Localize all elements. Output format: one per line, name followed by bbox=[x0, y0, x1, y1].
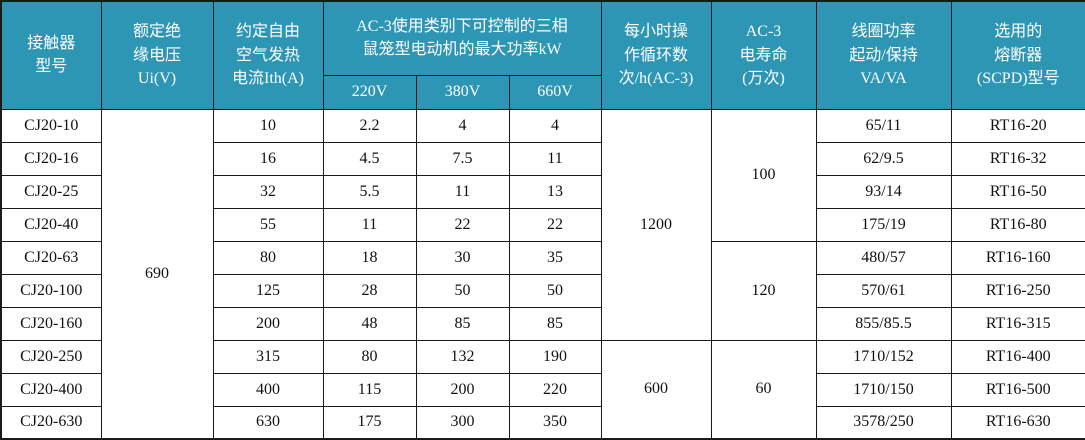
cell-fuse: RT16-315 bbox=[950, 306, 1085, 341]
header-operating-cycles: 每小时操 作循环数 次/h(AC-3) bbox=[600, 0, 712, 110]
cell-ith: 125 bbox=[212, 273, 324, 308]
cell-ith: 10 bbox=[212, 108, 324, 143]
cell-ith: 16 bbox=[212, 141, 324, 176]
cell-model: CJ20-16 bbox=[0, 141, 102, 176]
cell-power-660v: 220 bbox=[508, 372, 602, 407]
cell-power-660v: 50 bbox=[508, 273, 602, 308]
header-fuse-type: 选用的 熔断器 (SCPD)型号 bbox=[950, 0, 1085, 110]
cell-model: CJ20-160 bbox=[0, 306, 102, 341]
cell-power-380v: 11 bbox=[415, 174, 510, 209]
table-row: CJ20-40 55 11 22 22 175/19 RT16-80 bbox=[0, 207, 1085, 242]
cell-power-660v: 22 bbox=[508, 207, 602, 242]
cell-power-380v: 132 bbox=[415, 339, 510, 374]
cell-power-220v: 4.5 bbox=[322, 141, 417, 176]
cell-power-660v: 350 bbox=[508, 405, 602, 440]
cell-model: CJ20-63 bbox=[0, 240, 102, 275]
cell-power-220v: 28 bbox=[322, 273, 417, 308]
cell-power-380v: 300 bbox=[415, 405, 510, 440]
cell-power-380v: 85 bbox=[415, 306, 510, 341]
cell-cycles-600: 600 bbox=[600, 339, 712, 440]
cell-ith: 630 bbox=[212, 405, 324, 440]
cell-model: CJ20-630 bbox=[0, 405, 102, 440]
table-row: CJ20-250 315 80 132 190 600 60 1710/152 … bbox=[0, 339, 1085, 440]
table-row: CJ20-160 200 48 85 85 855/85.5 RT16-315 bbox=[0, 306, 1085, 341]
cell-life-120: 120 bbox=[710, 240, 817, 341]
cell-power-220v: 18 bbox=[322, 240, 417, 275]
cell-power-380v: 30 bbox=[415, 240, 510, 275]
header-row-main: 接触器 型号 额定绝 缘电压 Ui(V) 约定自由 空气发热 电流Ith(A) … bbox=[0, 0, 1085, 110]
cell-fuse: RT16-50 bbox=[950, 174, 1085, 209]
cell-power-220v: 175 bbox=[322, 405, 417, 440]
cell-model: CJ20-250 bbox=[0, 339, 102, 374]
cell-power-380v: 50 bbox=[415, 273, 510, 308]
cell-coil-power: 3578/250 bbox=[815, 405, 952, 440]
cell-ith: 200 bbox=[212, 306, 324, 341]
header-voltage-220v: 220V bbox=[322, 74, 417, 110]
header-contactor-model: 接触器 型号 bbox=[0, 0, 102, 110]
cell-model: CJ20-100 bbox=[0, 273, 102, 308]
cell-model: CJ20-25 bbox=[0, 174, 102, 209]
cell-fuse: RT16-80 bbox=[950, 207, 1085, 242]
cell-power-660v: 190 bbox=[508, 339, 602, 374]
cell-power-660v: 4 bbox=[508, 108, 602, 143]
cell-coil-power: 1710/150 bbox=[815, 372, 952, 407]
cell-power-220v: 48 bbox=[322, 306, 417, 341]
cell-power-380v: 7.5 bbox=[415, 141, 510, 176]
cell-model: CJ20-40 bbox=[0, 207, 102, 242]
table-row: CJ20-400 400 115 200 220 1710/150 RT16-5… bbox=[0, 372, 1085, 407]
cell-coil-power: 480/57 bbox=[815, 240, 952, 275]
cell-power-660v: 11 bbox=[508, 141, 602, 176]
header-power-group: AC-3使用类别下可控制的三相 鼠笼型电动机的最大功率kW bbox=[322, 0, 602, 76]
cell-fuse: RT16-400 bbox=[950, 339, 1085, 374]
cell-fuse: RT16-250 bbox=[950, 273, 1085, 308]
cell-power-220v: 11 bbox=[322, 207, 417, 242]
cell-ith: 400 bbox=[212, 372, 324, 407]
cell-cycles-1200: 1200 bbox=[600, 108, 712, 341]
table-row: CJ20-25 32 5.5 11 13 93/14 RT16-50 bbox=[0, 174, 1085, 209]
cell-coil-power: 855/85.5 bbox=[815, 306, 952, 341]
cell-power-660v: 85 bbox=[508, 306, 602, 341]
cell-fuse: RT16-32 bbox=[950, 141, 1085, 176]
header-voltage-380v: 380V bbox=[415, 74, 510, 110]
cell-model: CJ20-400 bbox=[0, 372, 102, 407]
cell-power-380v: 22 bbox=[415, 207, 510, 242]
cell-power-380v: 200 bbox=[415, 372, 510, 407]
cell-ith: 32 bbox=[212, 174, 324, 209]
table-row: CJ20-16 16 4.5 7.5 11 62/9.5 RT16-32 bbox=[0, 141, 1085, 176]
cell-ith: 315 bbox=[212, 339, 324, 374]
cell-fuse: RT16-630 bbox=[950, 405, 1085, 440]
cell-coil-power: 93/14 bbox=[815, 174, 952, 209]
cell-fuse: RT16-500 bbox=[950, 372, 1085, 407]
cell-coil-power: 65/11 bbox=[815, 108, 952, 143]
cell-fuse: RT16-160 bbox=[950, 240, 1085, 275]
header-insulation-voltage: 额定绝 缘电压 Ui(V) bbox=[100, 0, 214, 110]
header-electrical-life: AC-3 电寿命 (万次) bbox=[710, 0, 817, 110]
cell-coil-power: 1710/152 bbox=[815, 339, 952, 374]
cell-ith: 80 bbox=[212, 240, 324, 275]
cell-life-60: 60 bbox=[710, 339, 817, 440]
table-row: CJ20-10 690 10 2.2 4 4 1200 100 65/11 RT… bbox=[0, 108, 1085, 440]
cell-coil-power: 175/19 bbox=[815, 207, 952, 242]
cell-power-660v: 35 bbox=[508, 240, 602, 275]
cell-coil-power: 62/9.5 bbox=[815, 141, 952, 176]
header-voltage-660v: 660V bbox=[508, 74, 602, 110]
cell-life-100: 100 bbox=[710, 108, 817, 242]
cell-power-380v: 4 bbox=[415, 108, 510, 143]
header-row-sub: 220V 380V 660V bbox=[1, 74, 1085, 110]
cell-fuse: RT16-20 bbox=[950, 108, 1085, 143]
cell-model: CJ20-10 bbox=[0, 108, 102, 143]
header-coil-power: 线圈功率 起动/保持 VA/VA bbox=[815, 0, 952, 110]
cell-insulation-voltage: 690 bbox=[100, 108, 214, 440]
cell-power-660v: 13 bbox=[508, 174, 602, 209]
cell-ith: 55 bbox=[212, 207, 324, 242]
table-row: CJ20-630 630 175 300 350 3578/250 RT16-6… bbox=[0, 405, 1085, 440]
cell-power-220v: 2.2 bbox=[322, 108, 417, 143]
cell-power-220v: 115 bbox=[322, 372, 417, 407]
cell-power-220v: 5.5 bbox=[322, 174, 417, 209]
cell-coil-power: 570/61 bbox=[815, 273, 952, 308]
header-thermal-current: 约定自由 空气发热 电流Ith(A) bbox=[212, 0, 324, 110]
cell-power-220v: 80 bbox=[322, 339, 417, 374]
